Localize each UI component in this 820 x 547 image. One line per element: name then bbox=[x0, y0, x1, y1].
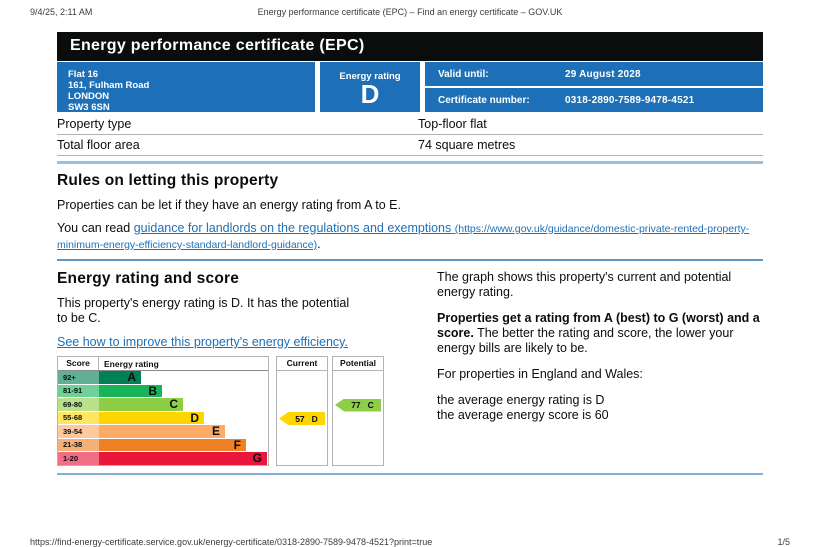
energy-rating-box: Energy rating D bbox=[320, 62, 420, 112]
average-rating-line: the average energy rating is D bbox=[437, 393, 605, 407]
energy-rating-value: D bbox=[360, 78, 380, 109]
print-page-number: 1/5 bbox=[777, 537, 790, 547]
england-wales-intro: For properties in England and Wales: bbox=[437, 367, 643, 381]
address-line-3: LONDON bbox=[68, 91, 110, 102]
score-column-header: Score bbox=[58, 357, 99, 370]
band-bar-a: A bbox=[99, 371, 141, 384]
rating-scale-text-bold: Properties get a rating from A (best) to… bbox=[437, 311, 760, 340]
rules-paragraph-2-suffix: . bbox=[317, 237, 321, 251]
band-bar-d: D bbox=[99, 411, 204, 424]
energy-rating-label: Energy rating bbox=[339, 70, 401, 82]
landlord-guidance-link-url: (https://www.gov.uk/guidance/domestic-pr… bbox=[57, 223, 750, 251]
band-bar-f: F bbox=[99, 438, 246, 451]
epc-band-row-f: 21-38 F bbox=[58, 438, 268, 451]
section-divider bbox=[57, 472, 763, 475]
section-divider bbox=[57, 259, 763, 261]
current-rating-letter: D bbox=[311, 413, 318, 424]
certificate-number-label: Certificate number: bbox=[438, 94, 530, 106]
epc-band-row-a: 92+ A bbox=[58, 371, 268, 384]
band-bar-b: B bbox=[99, 384, 162, 397]
print-datetime: 9/4/25, 2:11 AM bbox=[30, 7, 93, 17]
band-bar-c: C bbox=[99, 398, 183, 411]
rating-right-column: The graph shows this property's current … bbox=[437, 270, 763, 466]
band-score-range: 69-80 bbox=[58, 398, 99, 411]
energy-rating-section: Energy rating and score This property's … bbox=[57, 270, 763, 466]
band-score-range: 55-68 bbox=[58, 411, 99, 424]
band-bar-g: G bbox=[99, 452, 267, 465]
floor-area-label: Total floor area bbox=[57, 138, 140, 152]
epc-band-row-d: 55-68 D bbox=[58, 411, 268, 424]
current-column-header: Current bbox=[277, 357, 327, 371]
epc-band-row-e: 39-54 E bbox=[58, 425, 268, 438]
current-score-value: 57 bbox=[295, 413, 305, 424]
rating-section-heading: Energy rating and score bbox=[57, 270, 240, 287]
energy-rating-column-header: Energy rating bbox=[104, 358, 159, 369]
rules-paragraph-2-prefix: You can read bbox=[57, 221, 134, 235]
epc-rating-chart: Score Energy rating 92+ A 81-91 B 69-80 C 55-6… bbox=[57, 356, 387, 466]
potential-column-header: Potential bbox=[333, 357, 383, 371]
graph-explainer-text: The graph shows this property's current … bbox=[437, 270, 732, 299]
epc-current-box: Current 57 D bbox=[276, 356, 328, 466]
table-row: Total floor area 74 square metres bbox=[57, 135, 763, 156]
band-score-range: 1-20 bbox=[58, 452, 99, 465]
landlord-guidance-link-text: guidance for landlords on the regulation… bbox=[133, 221, 452, 235]
rules-section-heading: Rules on letting this property bbox=[57, 172, 279, 189]
current-rating-arrow: 57 D bbox=[279, 412, 325, 425]
certificate-number-value: 0318-2890-7589-9478-4521 bbox=[565, 94, 695, 106]
property-type-label: Property type bbox=[57, 117, 132, 131]
rating-summary-text: This property's energy rating is D. It h… bbox=[57, 296, 350, 325]
rating-scale-text: Properties get a rating from A (best) to… bbox=[437, 311, 763, 356]
certificate-meta-box: Valid until: 29 August 2028 Certificate … bbox=[425, 62, 763, 112]
rules-paragraph-2: You can read guidance for landlords on t… bbox=[57, 221, 763, 253]
address-line-2: 161, Fulham Road bbox=[68, 80, 150, 91]
valid-until-label: Valid until: bbox=[438, 68, 489, 80]
property-address: Flat 16 161, Fulham Road LONDON SW3 6SN bbox=[57, 62, 315, 113]
average-score-line: the average energy score is 60 bbox=[437, 408, 609, 422]
band-score-range: 81-91 bbox=[58, 384, 99, 397]
epc-band-row-b: 81-91 B bbox=[58, 384, 268, 397]
property-type-value: Top-floor flat bbox=[418, 117, 487, 131]
certificate-summary: Flat 16 161, Fulham Road LONDON SW3 6SN … bbox=[57, 62, 763, 113]
epc-bands-box: Score Energy rating 92+ A 81-91 B 69-80 C 55-6… bbox=[57, 356, 269, 466]
page-title-banner: Energy performance certificate (EPC) bbox=[57, 32, 763, 61]
epc-potential-box: Potential 77 C bbox=[332, 356, 384, 466]
rating-left-column: Energy rating and score This property's … bbox=[57, 270, 387, 466]
table-row: Property type Top-floor flat bbox=[57, 114, 763, 135]
address-line-1: Flat 16 bbox=[68, 69, 99, 80]
address-line-4: SW3 6SN bbox=[68, 102, 110, 113]
print-footer-url: https://find-energy-certificate.service.… bbox=[30, 537, 433, 547]
valid-until-row: Valid until: 29 August 2028 bbox=[425, 62, 763, 86]
potential-rating-arrow: 77 C bbox=[335, 398, 381, 412]
certificate-number-row: Certificate number: 0318-2890-7589-9478-… bbox=[425, 86, 763, 112]
epc-band-row-c: 69-80 C bbox=[58, 398, 268, 411]
band-score-range: 39-54 bbox=[58, 425, 99, 438]
epc-band-rows: 92+ A 81-91 B 69-80 C 55-68 D 39-54 E 21-38 F 1-20 G bbox=[58, 371, 268, 465]
print-page-title: Energy performance certificate (EPC) – F… bbox=[257, 7, 563, 17]
epc-page: Energy performance certificate (EPC) Fla… bbox=[57, 32, 763, 475]
epc-band-row-g: 1-20 G bbox=[58, 452, 268, 465]
band-score-range: 92+ bbox=[58, 371, 99, 384]
potential-score-value: 77 bbox=[351, 400, 361, 410]
rules-paragraph-1: Properties can be let if they have an en… bbox=[57, 198, 401, 212]
band-score-range: 21-38 bbox=[58, 438, 99, 451]
epc-chart-header: Score Energy rating bbox=[58, 357, 268, 371]
valid-until-value: 29 August 2028 bbox=[565, 68, 641, 80]
floor-area-value: 74 square metres bbox=[418, 138, 516, 152]
potential-rating-letter: C bbox=[367, 400, 374, 410]
band-bar-e: E bbox=[99, 425, 225, 438]
improve-efficiency-link[interactable]: See how to improve this property's energ… bbox=[57, 335, 348, 349]
property-details-table: Property type Top-floor flat Total floor… bbox=[57, 114, 763, 156]
rating-scale-text-rest: The better the rating and score, the low… bbox=[437, 326, 734, 355]
section-divider bbox=[57, 161, 763, 164]
landlord-guidance-link[interactable]: guidance for landlords on the regulation… bbox=[57, 221, 749, 251]
